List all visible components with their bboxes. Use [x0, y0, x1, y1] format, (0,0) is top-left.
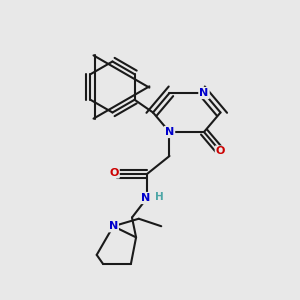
Text: H: H — [154, 191, 164, 202]
Text: N: N — [109, 221, 118, 231]
Text: N: N — [200, 88, 208, 98]
Text: N: N — [165, 127, 174, 137]
Text: O: O — [216, 146, 225, 157]
Text: N: N — [141, 193, 150, 203]
Text: O: O — [109, 167, 119, 178]
